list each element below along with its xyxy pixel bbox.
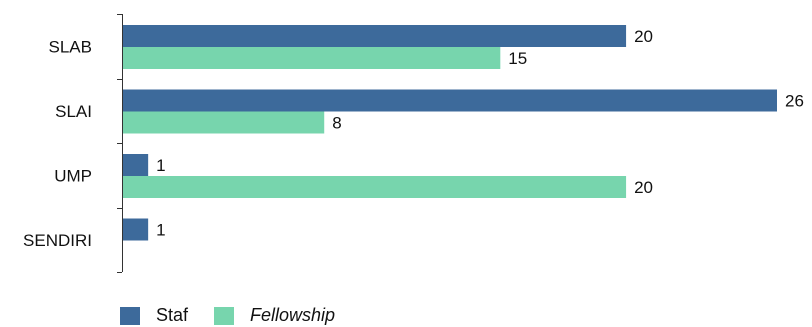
value-label: 1 <box>156 221 165 240</box>
legend-swatch-staf <box>120 306 140 325</box>
category-labels: SLAB SLAI UMP SENDIRI <box>23 37 92 250</box>
value-label: 8 <box>332 114 341 133</box>
bar-staf <box>123 218 149 241</box>
bar-staf <box>123 25 627 47</box>
bars <box>123 25 777 241</box>
value-label: 26 <box>785 92 804 111</box>
category-label: SENDIRI <box>23 231 92 250</box>
legend-label-staf: Staf <box>156 305 189 325</box>
legend: Staf Fellowship <box>120 305 361 326</box>
category-label: SLAB <box>49 37 92 56</box>
legend-item-fellowship: Fellowship <box>214 305 335 326</box>
value-labels: 20 15 26 8 1 20 1 <box>156 27 804 240</box>
bar-fellowship <box>123 47 501 69</box>
legend-swatch-fellowship <box>214 306 235 325</box>
value-label: 20 <box>634 27 653 46</box>
value-label: 15 <box>508 49 527 68</box>
bar-fellowship <box>123 111 325 134</box>
value-label: 1 <box>156 156 165 175</box>
category-label: UMP <box>54 166 92 185</box>
legend-item-staf: Staf <box>120 305 188 326</box>
bar-staf <box>123 89 777 112</box>
bar-fellowship <box>123 176 627 198</box>
category-label: SLAI <box>55 102 92 121</box>
bar-staf <box>123 154 149 176</box>
category-axis <box>117 14 123 273</box>
value-label: 20 <box>634 178 653 197</box>
legend-label-fellowship: Fellowship <box>250 305 336 325</box>
